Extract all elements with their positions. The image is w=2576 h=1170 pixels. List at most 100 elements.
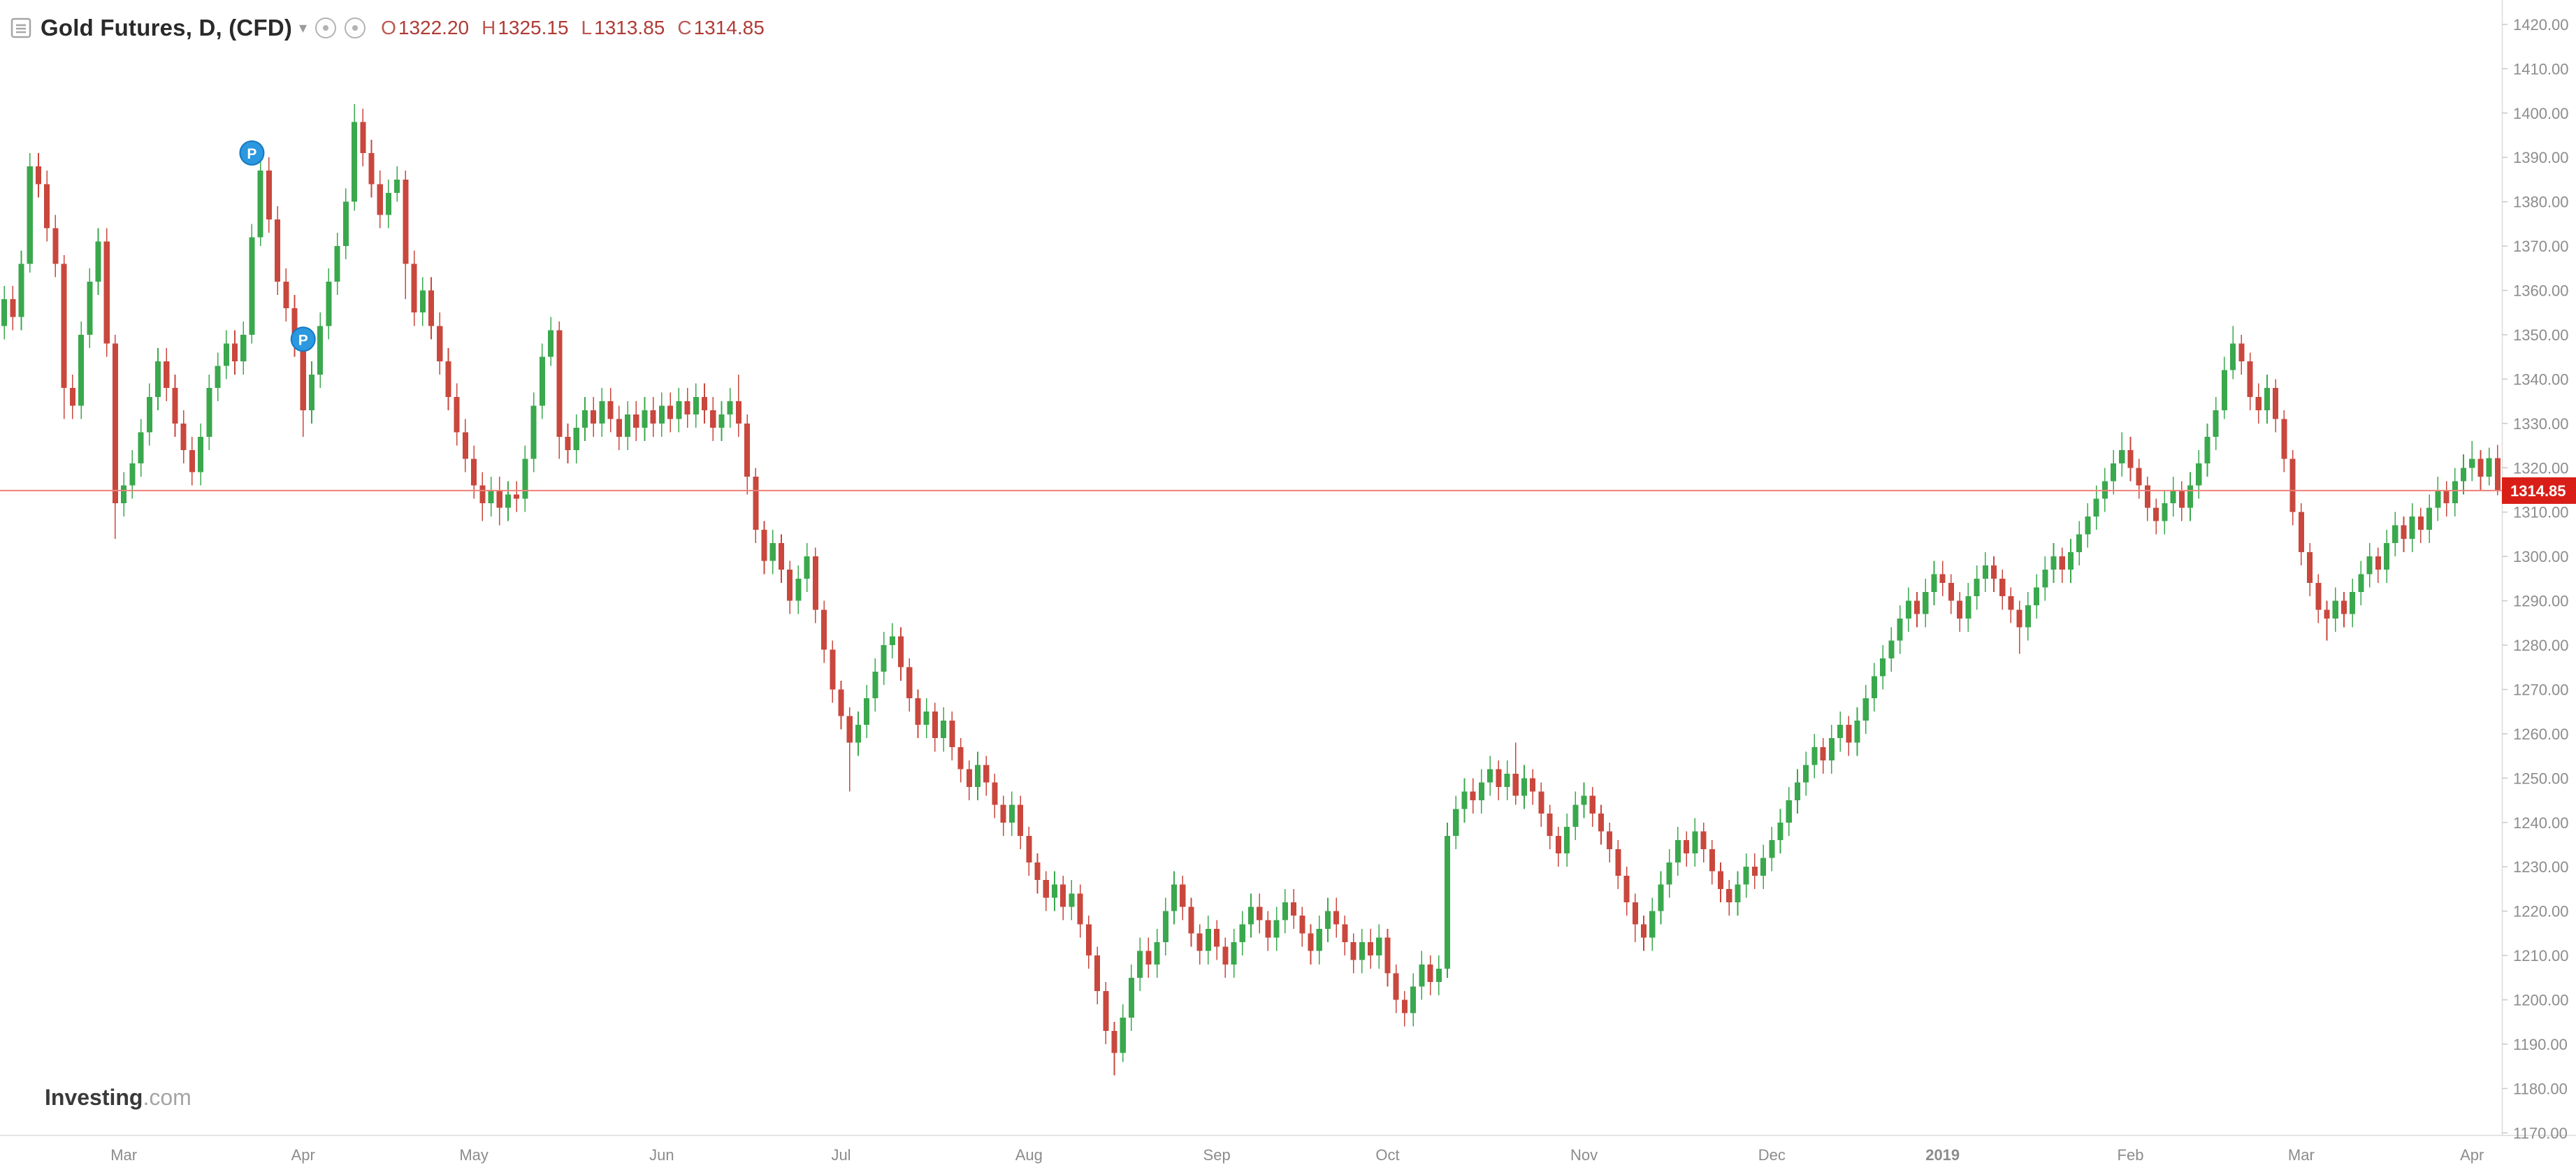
candle-body — [633, 414, 639, 428]
candle-body — [830, 649, 836, 690]
candle-body — [2340, 600, 2347, 614]
symbol-title[interactable]: Gold Futures, D, (CFD) — [41, 15, 293, 41]
candle-body — [2443, 489, 2450, 504]
candle-body — [10, 299, 16, 317]
candle-body — [1521, 778, 1528, 796]
price-tick-label: 1210.00 — [2513, 947, 2569, 965]
candle-body — [231, 343, 238, 362]
candle-body — [1196, 933, 1203, 951]
candle-body — [1376, 937, 1382, 956]
candle-body — [1128, 977, 1134, 1018]
candle-body — [1948, 583, 1954, 601]
candle-body — [1188, 907, 1194, 934]
candle-body — [2307, 551, 2313, 584]
candle-body — [812, 556, 818, 610]
candle-body — [1478, 782, 1484, 801]
candle-body — [573, 428, 579, 450]
candle-body — [548, 330, 554, 357]
candle-body — [419, 290, 426, 313]
candle-body — [514, 494, 520, 499]
candle-body — [1103, 990, 1109, 1031]
chevron-down-icon[interactable]: ▾ — [299, 19, 307, 36]
time-tick-label: Apr — [2460, 1146, 2484, 1164]
candle-body — [1871, 676, 1877, 699]
candle-body — [35, 166, 42, 185]
low-label: L — [581, 17, 593, 38]
chart-option-icon-1[interactable] — [315, 17, 337, 38]
candle-body — [2144, 485, 2150, 508]
candle-body — [1043, 880, 1049, 898]
candle-body — [1077, 893, 1083, 925]
candle-body — [1444, 835, 1451, 969]
candle-body — [1674, 840, 1681, 862]
candle-body — [881, 645, 887, 672]
candle-body — [1905, 600, 1911, 619]
candle-body — [718, 414, 725, 428]
position-marker[interactable]: P — [290, 326, 316, 352]
candle-body — [138, 432, 144, 463]
candle-body — [2067, 551, 2074, 570]
candle-body — [1231, 942, 1237, 965]
candle-body — [1862, 698, 1869, 721]
time-axis[interactable]: Mar Apr May Jun Jul Aug Sep Oct Nov Dec 2019 Feb Mar… — [110, 1146, 2484, 1164]
candle-body — [522, 458, 528, 499]
price-tick-label: 1240.00 — [2513, 814, 2569, 832]
candle-body — [1820, 746, 1826, 760]
candle-body — [949, 720, 955, 747]
candle-body — [198, 436, 204, 472]
position-marker-letter: P — [247, 146, 256, 162]
price-axis[interactable]: 1420.00 1410.00 1400.00 1390.00 1380.00 1370.… — [2502, 16, 2569, 1142]
candle-body — [650, 410, 656, 424]
candle-body — [1794, 782, 1801, 801]
candle-body — [2187, 485, 2194, 508]
candle-body — [1069, 893, 1075, 907]
candle-body — [1487, 769, 1493, 783]
candle-body — [1632, 902, 1638, 925]
candle-body — [1957, 600, 1963, 619]
position-marker-circle — [239, 140, 265, 166]
candle-body — [334, 246, 340, 282]
candle-body — [1137, 951, 1143, 978]
candle-body — [1717, 871, 1724, 889]
watermark-suffix: .com — [143, 1085, 191, 1110]
time-tick-label: Mar — [110, 1146, 137, 1164]
candle-body — [1769, 840, 1775, 858]
candle-body — [1419, 964, 1425, 987]
candle-body — [769, 543, 776, 561]
candle-body — [1120, 1017, 1126, 1053]
candle-body — [1607, 831, 1613, 849]
candle-body — [1008, 804, 1015, 823]
close-value: 1314.85 — [693, 17, 765, 38]
candle-body — [735, 401, 741, 424]
price-tick-label: 1400.00 — [2513, 105, 2569, 122]
candle-body — [581, 410, 588, 428]
candle-body — [2196, 463, 2202, 486]
price-tick-label: 1320.00 — [2513, 459, 2569, 477]
candle-body — [539, 356, 545, 406]
candle-body — [1162, 911, 1168, 943]
candle-body — [1658, 884, 1664, 911]
candle-body — [1965, 596, 1971, 619]
candle-body — [795, 578, 802, 601]
candle-body — [2247, 361, 2253, 397]
price-tick-label: 1290.00 — [2513, 593, 2569, 610]
position-marker[interactable]: P — [239, 140, 265, 166]
chart-menu-icon[interactable] — [10, 17, 32, 39]
candle-body — [78, 334, 85, 406]
candle-body — [368, 152, 375, 185]
candle-body — [352, 122, 358, 202]
candle-body — [1623, 875, 1630, 902]
chart-option-icon-2[interactable] — [345, 17, 366, 38]
candle-body — [1435, 969, 1442, 983]
price-tick-label: 1310.00 — [2513, 504, 2569, 521]
price-tick-label: 1390.00 — [2513, 149, 2569, 166]
price-tick-label: 1250.00 — [2513, 770, 2569, 787]
open-label: O — [381, 17, 396, 38]
close-label: C — [677, 17, 692, 38]
candle-body — [2460, 468, 2467, 482]
candle-body — [2238, 343, 2245, 362]
time-tick-label: Aug — [1015, 1146, 1043, 1164]
candle-body — [625, 414, 631, 437]
